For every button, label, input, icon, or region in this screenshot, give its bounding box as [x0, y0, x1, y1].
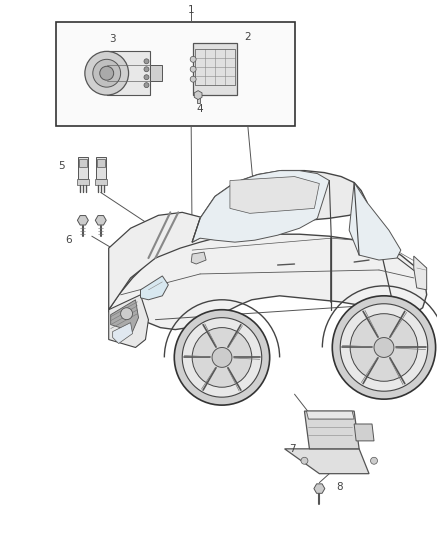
Text: 2: 2 [244, 33, 251, 43]
Bar [77, 179, 89, 184]
Polygon shape [109, 234, 427, 329]
Text: 3: 3 [110, 35, 116, 44]
Text: 7: 7 [289, 444, 296, 454]
Circle shape [374, 337, 394, 358]
Circle shape [371, 457, 378, 464]
Polygon shape [414, 256, 427, 290]
Polygon shape [285, 449, 369, 474]
Circle shape [85, 51, 129, 95]
Bar [197, 95, 200, 103]
Polygon shape [307, 411, 354, 419]
Circle shape [340, 304, 427, 391]
Bar [150, 65, 162, 81]
Circle shape [120, 308, 133, 320]
Text: 4: 4 [197, 104, 203, 114]
Text: 1: 1 [188, 5, 194, 14]
Circle shape [190, 56, 196, 62]
Circle shape [144, 67, 149, 72]
Polygon shape [354, 424, 374, 441]
Bar [96, 157, 106, 179]
Circle shape [190, 66, 196, 72]
Polygon shape [349, 182, 401, 260]
Circle shape [174, 310, 270, 405]
Circle shape [144, 75, 149, 80]
Circle shape [182, 318, 262, 397]
Polygon shape [192, 171, 367, 242]
Bar [193, 43, 237, 95]
Circle shape [93, 59, 120, 87]
Bar [97, 159, 105, 167]
Circle shape [301, 457, 308, 464]
Polygon shape [109, 295, 148, 348]
Bar [107, 51, 150, 95]
Bar [79, 159, 87, 167]
Circle shape [144, 59, 149, 64]
Circle shape [212, 348, 232, 367]
Circle shape [350, 314, 418, 381]
Circle shape [190, 76, 196, 82]
Circle shape [332, 296, 436, 399]
Polygon shape [192, 171, 329, 242]
Polygon shape [304, 411, 359, 449]
Bar [56, 21, 294, 126]
Polygon shape [111, 300, 138, 332]
Text: 6: 6 [66, 235, 72, 245]
Bar [195, 50, 235, 85]
Bar [95, 179, 107, 184]
Circle shape [100, 66, 114, 80]
Polygon shape [109, 212, 225, 310]
Text: 5: 5 [58, 160, 64, 171]
Polygon shape [230, 176, 319, 213]
Circle shape [144, 83, 149, 87]
Text: 8: 8 [336, 482, 343, 491]
Polygon shape [141, 276, 168, 300]
Circle shape [192, 328, 252, 387]
Bar [78, 157, 88, 179]
Polygon shape [113, 322, 133, 343]
Polygon shape [191, 252, 206, 264]
